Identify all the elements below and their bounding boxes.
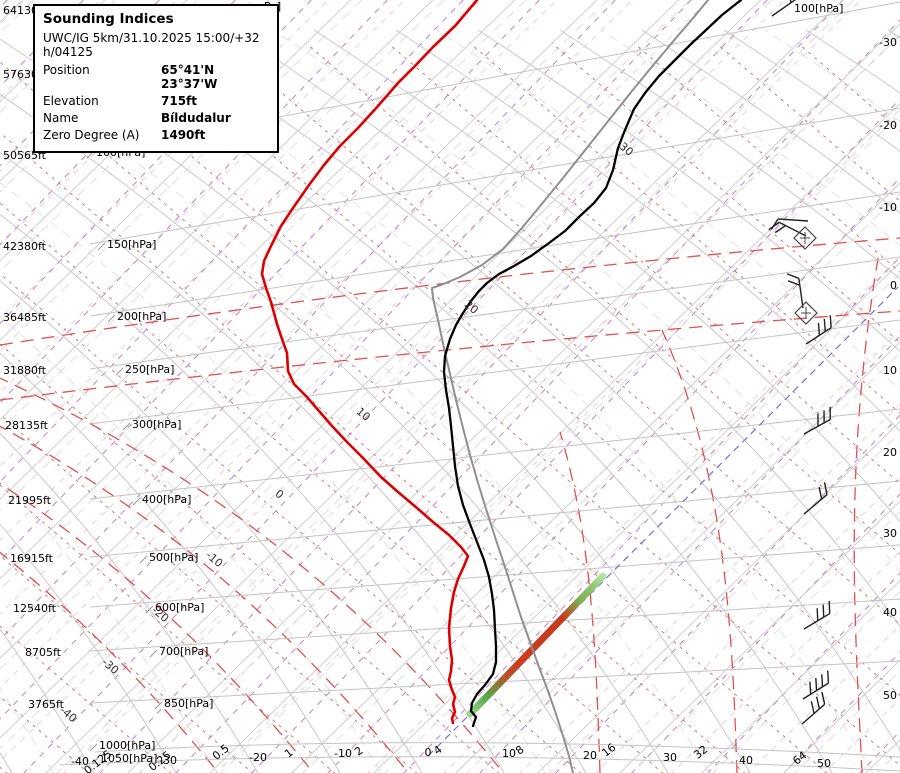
wind-barb-icon — [803, 601, 831, 630]
svg-text:850[hPa]: 850[hPa] — [164, 697, 213, 710]
svg-text:30: 30 — [663, 751, 677, 764]
svg-text:250[hPa]: 250[hPa] — [125, 363, 174, 376]
svg-text:12540ft: 12540ft — [13, 602, 57, 615]
moist-adiabats — [0, 237, 900, 773]
elevation-label: Elevation — [43, 94, 99, 108]
zero-degree-label: Zero Degree (A) — [43, 128, 140, 142]
svg-text:16: 16 — [599, 741, 618, 760]
infobox-row-name: Name Bíldudalur — [43, 111, 269, 125]
svg-text:36485ft: 36485ft — [3, 311, 47, 324]
svg-text:28135ft: 28135ft — [5, 419, 49, 432]
svg-text:300[hPa]: 300[hPa] — [132, 418, 181, 431]
wind-barbs — [768, 0, 832, 725]
svg-text:150[hPa]: 150[hPa] — [107, 238, 156, 251]
svg-text:-30: -30 — [879, 36, 897, 49]
wind-barb-icon — [768, 221, 807, 237]
infobox-row-elevation: Elevation 715ft — [43, 94, 269, 108]
svg-text:42380ft: 42380ft — [3, 240, 47, 253]
infobox-row-zero-degree: Zero Degree (A) 1490ft — [43, 128, 269, 142]
wind-barb-icon — [771, 0, 797, 17]
name-label: Name — [43, 111, 79, 125]
svg-text:1050[hPa]: 1050[hPa] — [101, 752, 157, 765]
svg-text:500[hPa]: 500[hPa] — [149, 551, 198, 564]
infobox-row-position: Position 65°41'N 23°37'W — [43, 63, 269, 91]
model-run-line: UWC/IG 5km/31.10.2025 15:00/+32 h/04125 — [43, 31, 260, 59]
name-value: Bíldudalur — [161, 111, 231, 125]
wind-barb-icon — [803, 482, 828, 515]
svg-text:-10: -10 — [203, 549, 225, 571]
svg-text:-30: -30 — [159, 754, 177, 767]
svg-text:0: 0 — [890, 279, 897, 292]
svg-text:16915ft: 16915ft — [10, 552, 54, 565]
svg-text:21995ft: 21995ft — [8, 494, 52, 507]
wind-barb-icon — [801, 691, 826, 725]
svg-text:20: 20 — [583, 749, 597, 762]
level-marker-diamond-icon — [793, 226, 817, 250]
wind-barb-icon — [786, 273, 804, 309]
auxiliary-gray-curve — [431, 0, 709, 773]
svg-text:40: 40 — [883, 606, 897, 619]
svg-text:20: 20 — [883, 446, 897, 459]
svg-text:30: 30 — [883, 527, 897, 540]
svg-text:10: 10 — [883, 364, 897, 377]
svg-text:200[hPa]: 200[hPa] — [117, 310, 166, 323]
svg-text:31880ft: 31880ft — [3, 364, 47, 377]
svg-text:10: 10 — [354, 405, 373, 424]
level-marker-diamond-icon — [794, 301, 818, 325]
svg-text:8705ft: 8705ft — [25, 646, 62, 659]
svg-text:400[hPa]: 400[hPa] — [142, 493, 191, 506]
svg-text:10: 10 — [502, 747, 516, 760]
zero-degree-value: 1490ft — [161, 128, 206, 142]
svg-text:0: 0 — [425, 746, 432, 759]
dewpoint-curve — [442, 0, 743, 728]
svg-text:700[hPa]: 700[hPa] — [159, 645, 208, 658]
svg-text:-20: -20 — [879, 119, 897, 132]
svg-text:3765ft: 3765ft — [28, 698, 65, 711]
svg-text:32: 32 — [691, 743, 710, 762]
position-value: 65°41'N 23°37'W — [161, 63, 218, 91]
svg-text:40: 40 — [739, 754, 753, 767]
svg-text:1000[hPa]: 1000[hPa] — [99, 739, 155, 752]
svg-text:-40: -40 — [71, 755, 89, 768]
svg-text:20: 20 — [462, 298, 481, 317]
wind-barb-icon — [803, 406, 831, 435]
svg-text:-10: -10 — [334, 747, 352, 760]
elevation-value: 715ft — [161, 94, 198, 108]
svg-text:-10: -10 — [879, 201, 897, 214]
svg-text:50: 50 — [817, 757, 831, 770]
svg-text:4: 4 — [431, 743, 445, 758]
freezing-level-segment — [466, 572, 607, 718]
temperature-curve — [260, 0, 479, 725]
position-label: Position — [43, 63, 90, 77]
svg-text:50: 50 — [883, 689, 897, 702]
wind-barb-icon — [805, 315, 832, 345]
infobox-title: Sounding Indices — [43, 11, 174, 27]
svg-text:-20: -20 — [249, 751, 267, 764]
svg-text:2: 2 — [352, 744, 366, 759]
svg-text:100[hPa]: 100[hPa] — [794, 2, 843, 15]
svg-text:0: 0 — [272, 487, 286, 501]
wind-barb-icon — [802, 670, 830, 700]
svg-text:600[hPa]: 600[hPa] — [155, 601, 204, 614]
sounding-indices-box: Sounding Indices UWC/IG 5km/31.10.2025 1… — [33, 4, 279, 153]
